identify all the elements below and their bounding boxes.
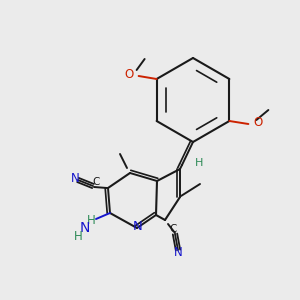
Text: N: N (70, 172, 80, 185)
Text: H: H (195, 158, 203, 168)
Text: N: N (133, 220, 143, 232)
Text: H: H (74, 230, 82, 242)
Text: C: C (169, 224, 177, 234)
Text: O: O (124, 68, 134, 80)
Text: N: N (174, 247, 182, 260)
Text: O: O (254, 116, 262, 128)
Text: N: N (80, 221, 90, 235)
Text: H: H (87, 214, 95, 226)
Text: C: C (92, 177, 100, 187)
